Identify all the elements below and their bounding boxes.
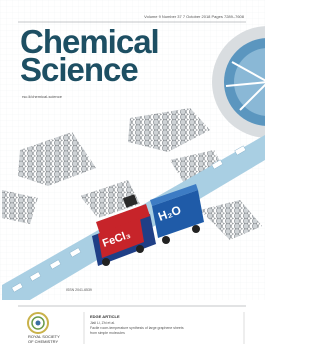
url: rsc.li/chemical-science	[22, 94, 63, 99]
cover: Volume 9 Number 37 7 October 2018 Pages …	[0, 0, 265, 350]
issue-line: Volume 9 Number 37 7 October 2018 Pages …	[144, 14, 245, 19]
issn: ISSN 2041-6539	[66, 288, 92, 292]
article-title-2: from simple molecules	[90, 331, 125, 335]
article-type: EDGE ARTICLE	[90, 314, 120, 319]
authors: Jiali Li, Zhi et al.	[90, 321, 115, 325]
title-line-2: Science	[20, 51, 138, 88]
publisher-line-2: OF CHEMISTRY	[28, 339, 58, 344]
article-title-1: Facile room-temperature synthesis of lar…	[90, 326, 184, 330]
